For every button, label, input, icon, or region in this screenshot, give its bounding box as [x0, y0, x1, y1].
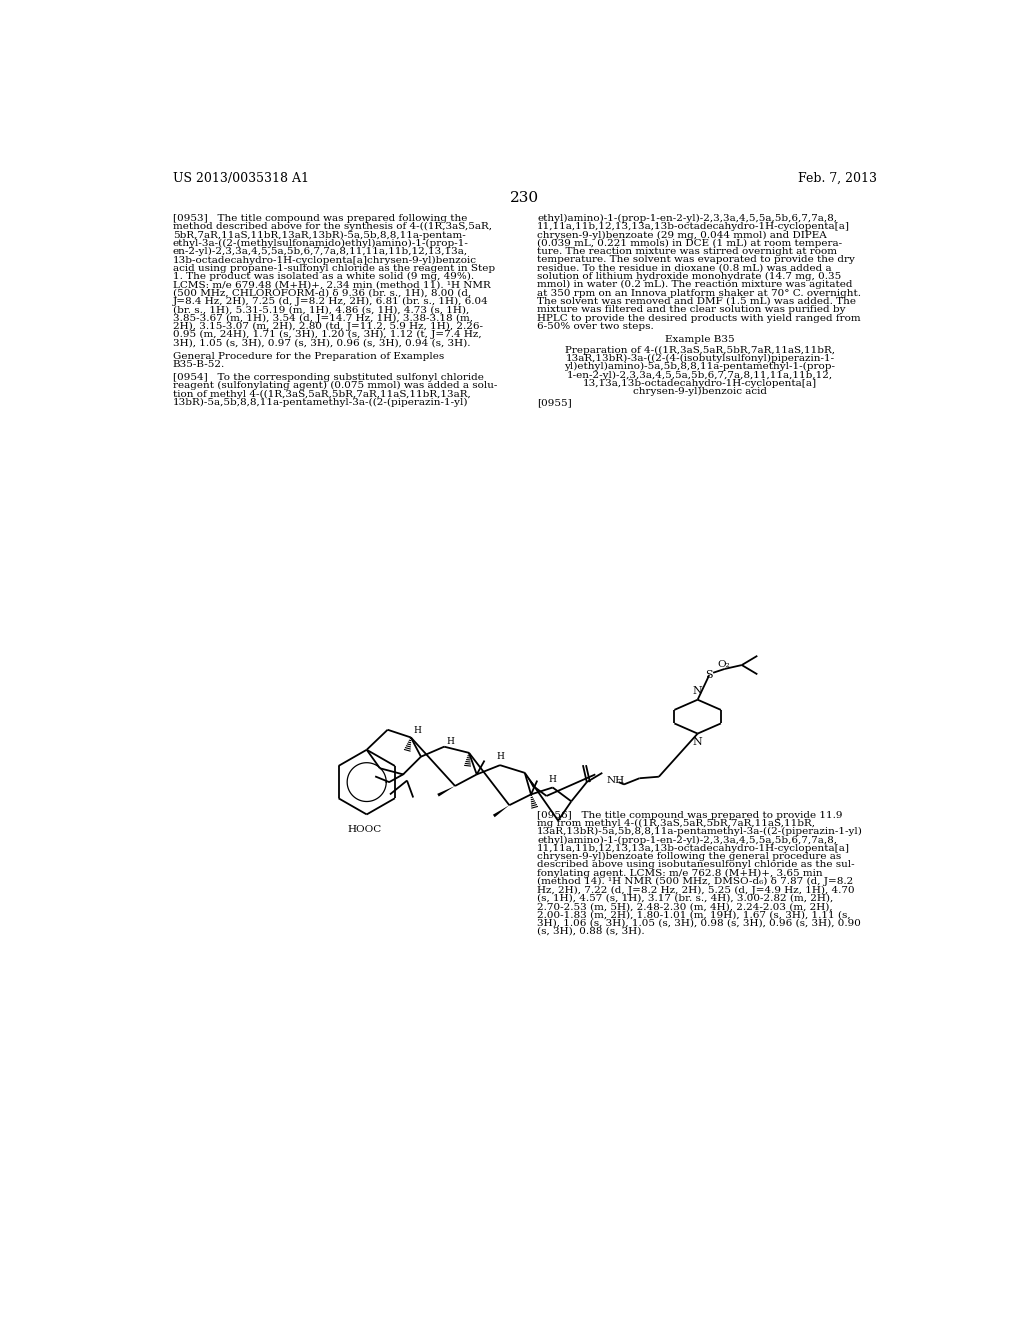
Text: N: N: [693, 738, 702, 747]
Text: 2.00-1.83 (m, 2H), 1.80-1.01 (m, 19H), 1.67 (s, 3H), 1.11 (s,: 2.00-1.83 (m, 2H), 1.80-1.01 (m, 19H), 1…: [538, 911, 851, 920]
Text: 1. The product was isolated as a white solid (9 mg, 49%).: 1. The product was isolated as a white s…: [173, 272, 474, 281]
Text: (br. s., 1H), 5.31-5.19 (m, 1H), 4.86 (s, 1H), 4.73 (s, 1H),: (br. s., 1H), 5.31-5.19 (m, 1H), 4.86 (s…: [173, 305, 469, 314]
Text: The solvent was removed and DMF (1.5 mL) was added. The: The solvent was removed and DMF (1.5 mL)…: [538, 297, 856, 306]
Text: [0954]   To the corresponding substituted sulfonyl chloride: [0954] To the corresponding substituted …: [173, 372, 483, 381]
Text: 0.95 (m, 24H), 1.71 (s, 3H), 1.20 (s, 3H), 1.12 (t, J=7.4 Hz,: 0.95 (m, 24H), 1.71 (s, 3H), 1.20 (s, 3H…: [173, 330, 481, 339]
Text: [0955]: [0955]: [538, 399, 572, 408]
Text: (500 MHz, CHLOROFORM-d) δ 9.36 (br. s., 1H), 8.00 (d,: (500 MHz, CHLOROFORM-d) δ 9.36 (br. s., …: [173, 289, 471, 298]
Text: 11,11a,11b,12,13,13a,13b-octadecahydro-1H-cyclopenta[a]: 11,11a,11b,12,13,13a,13b-octadecahydro-1…: [538, 843, 850, 853]
Text: 230: 230: [510, 191, 540, 205]
Text: ethyl-3a-((2-(methylsulfonamido)ethyl)amino)-1-(prop-1-: ethyl-3a-((2-(methylsulfonamido)ethyl)am…: [173, 239, 469, 248]
Text: Feb. 7, 2013: Feb. 7, 2013: [798, 173, 877, 185]
Text: (s, 1H), 4.57 (s, 1H), 3.17 (br. s., 4H), 3.00-2.82 (m, 2H),: (s, 1H), 4.57 (s, 1H), 3.17 (br. s., 4H)…: [538, 894, 834, 903]
Text: O₂: O₂: [717, 660, 730, 669]
Text: 5bR,7aR,11aS,11bR,13aR,13bR)-5a,5b,8,8,11a-pentam-: 5bR,7aR,11aS,11bR,13aR,13bR)-5a,5b,8,8,1…: [173, 231, 466, 240]
Text: 3.85-3.67 (m, 1H), 3.54 (d, J=14.7 Hz, 1H), 3.38-3.18 (m,: 3.85-3.67 (m, 1H), 3.54 (d, J=14.7 Hz, 1…: [173, 314, 473, 323]
Text: described above using isobutanesulfonyl chloride as the sul-: described above using isobutanesulfonyl …: [538, 861, 855, 870]
Text: ture. The reaction mixture was stirred overnight at room: ture. The reaction mixture was stirred o…: [538, 247, 838, 256]
Polygon shape: [493, 805, 509, 817]
Text: 3H), 1.06 (s, 3H), 1.05 (s, 3H), 0.98 (s, 3H), 0.96 (s, 3H), 0.90: 3H), 1.06 (s, 3H), 1.05 (s, 3H), 0.98 (s…: [538, 919, 861, 928]
Text: reagent (sulfonylating agent) (0.075 mmol) was added a solu-: reagent (sulfonylating agent) (0.075 mmo…: [173, 381, 498, 391]
Text: chrysen-9-yl)benzoate (29 mg, 0.044 mmol) and DIPEA: chrysen-9-yl)benzoate (29 mg, 0.044 mmol…: [538, 231, 827, 240]
Text: 2H), 3.15-3.07 (m, 2H), 2.80 (td, J=11.2, 5.9 Hz, 1H), 2.26-: 2H), 3.15-3.07 (m, 2H), 2.80 (td, J=11.2…: [173, 322, 483, 331]
Text: HOOC: HOOC: [347, 825, 382, 834]
Text: fonylating agent. LCMS: m/e 762.8 (M+H)+, 3.65 min: fonylating agent. LCMS: m/e 762.8 (M+H)+…: [538, 869, 823, 878]
Text: residue. To the residue in dioxane (0.8 mL) was added a: residue. To the residue in dioxane (0.8 …: [538, 264, 831, 273]
Text: mixture was filtered and the clear solution was purified by: mixture was filtered and the clear solut…: [538, 305, 846, 314]
Text: General Procedure for the Preparation of Examples: General Procedure for the Preparation of…: [173, 351, 444, 360]
Text: 13bR)-5a,5b,8,8,11a-pentamethyl-3a-((2-(piperazin-1-yl): 13bR)-5a,5b,8,8,11a-pentamethyl-3a-((2-(…: [173, 397, 468, 407]
Text: ethyl)amino)-1-(prop-1-en-2-yl)-2,3,3a,4,5,5a,5b,6,7,7a,8,: ethyl)amino)-1-(prop-1-en-2-yl)-2,3,3a,4…: [538, 214, 838, 223]
Text: J=8.4 Hz, 2H), 7.25 (d, J=8.2 Hz, 2H), 6.81 (br. s., 1H), 6.04: J=8.4 Hz, 2H), 7.25 (d, J=8.2 Hz, 2H), 6…: [173, 297, 488, 306]
Text: at 350 rpm on an Innova platform shaker at 70° C. overnight.: at 350 rpm on an Innova platform shaker …: [538, 289, 861, 298]
Text: (method 14). ¹H NMR (500 MHz, DMSO-d₆) δ 7.87 (d, J=8.2: (method 14). ¹H NMR (500 MHz, DMSO-d₆) δ…: [538, 876, 853, 886]
Text: US 2013/0035318 A1: US 2013/0035318 A1: [173, 173, 309, 185]
Text: HPLC to provide the desired products with yield ranged from: HPLC to provide the desired products wit…: [538, 314, 861, 322]
Text: mmol) in water (0.2 mL). The reaction mixture was agitated: mmol) in water (0.2 mL). The reaction mi…: [538, 280, 853, 289]
Text: Hz, 2H), 7.22 (d, J=8.2 Hz, 2H), 5.25 (d, J=4.9 Hz, 1H), 4.70: Hz, 2H), 7.22 (d, J=8.2 Hz, 2H), 5.25 (d…: [538, 886, 855, 895]
Text: [0956]   The title compound was prepared to provide 11.9: [0956] The title compound was prepared t…: [538, 810, 843, 820]
Text: solution of lithium hydroxide monohydrate (14.7 mg, 0.35: solution of lithium hydroxide monohydrat…: [538, 272, 842, 281]
Text: H: H: [446, 737, 455, 746]
Text: H: H: [549, 775, 557, 784]
Text: S: S: [706, 671, 713, 680]
Text: acid using propane-1-sulfonyl chloride as the reagent in Step: acid using propane-1-sulfonyl chloride a…: [173, 264, 495, 273]
Text: [0953]   The title compound was prepared following the: [0953] The title compound was prepared f…: [173, 214, 467, 223]
Text: chrysen-9-yl)benzoate following the general procedure as: chrysen-9-yl)benzoate following the gene…: [538, 853, 842, 861]
Text: yl)ethyl)amino)-5a,5b,8,8,11a-pentamethyl-1-(prop-: yl)ethyl)amino)-5a,5b,8,8,11a-pentamethy…: [564, 362, 836, 371]
Text: 6-50% over two steps.: 6-50% over two steps.: [538, 322, 654, 331]
Text: 3H), 1.05 (s, 3H), 0.97 (s, 3H), 0.96 (s, 3H), 0.94 (s, 3H).: 3H), 1.05 (s, 3H), 0.97 (s, 3H), 0.96 (s…: [173, 338, 470, 347]
Text: H: H: [496, 752, 504, 762]
Text: B35-B-52.: B35-B-52.: [173, 360, 225, 368]
Text: NH: NH: [607, 776, 625, 785]
Text: LCMS: m/e 679.48 (M+H)+, 2.34 min (method 11). ¹H NMR: LCMS: m/e 679.48 (M+H)+, 2.34 min (metho…: [173, 280, 490, 289]
Text: tion of methyl 4-((1R,3aS,5aR,5bR,7aR,11aS,11bR,13aR,: tion of methyl 4-((1R,3aS,5aR,5bR,7aR,11…: [173, 389, 471, 399]
Text: 13aR,13bR)-3a-((2-(4-(isobutylsulfonyl)piperazin-1-: 13aR,13bR)-3a-((2-(4-(isobutylsulfonyl)p…: [565, 354, 835, 363]
Text: temperature. The solvent was evaporated to provide the dry: temperature. The solvent was evaporated …: [538, 255, 855, 264]
Text: (0.039 mL, 0.221 mmols) in DCE (1 mL) at room tempera-: (0.039 mL, 0.221 mmols) in DCE (1 mL) at…: [538, 239, 843, 248]
Text: ethyl)amino)-1-(prop-1-en-2-yl)-2,3,3a,4,5,5a,5b,6,7,7a,8,: ethyl)amino)-1-(prop-1-en-2-yl)-2,3,3a,4…: [538, 836, 838, 845]
Text: 1-en-2-yl)-2,3,3a,4,5,5a,5b,6,7,7a,8,11,11a,11b,12,: 1-en-2-yl)-2,3,3a,4,5,5a,5b,6,7,7a,8,11,…: [567, 371, 833, 380]
Text: Preparation of 4-((1R,3aS,5aR,5bR,7aR,11aS,11bR,: Preparation of 4-((1R,3aS,5aR,5bR,7aR,11…: [565, 346, 835, 355]
Text: 13,13a,13b-octadecahydro-1H-cyclopenta[a]: 13,13a,13b-octadecahydro-1H-cyclopenta[a…: [583, 379, 817, 388]
Text: method described above for the synthesis of 4-((1R,3aS,5aR,: method described above for the synthesis…: [173, 222, 492, 231]
Text: 13aR,13bR)-5a,5b,8,8,11a-pentamethyl-3a-((2-(piperazin-1-yl): 13aR,13bR)-5a,5b,8,8,11a-pentamethyl-3a-…: [538, 828, 863, 837]
Text: mg from methyl 4-((1R,3aS,5aR,5bR,7aR,11aS,11bR,: mg from methyl 4-((1R,3aS,5aR,5bR,7aR,11…: [538, 818, 815, 828]
Polygon shape: [437, 785, 455, 796]
Text: (s, 3H), 0.88 (s, 3H).: (s, 3H), 0.88 (s, 3H).: [538, 927, 645, 936]
Text: N: N: [693, 686, 702, 696]
Text: 11,11a,11b,12,13,13a,13b-octadecahydro-1H-cyclopenta[a]: 11,11a,11b,12,13,13a,13b-octadecahydro-1…: [538, 222, 850, 231]
Text: 2.70-2.53 (m, 5H), 2.48-2.30 (m, 4H), 2.24-2.03 (m, 2H),: 2.70-2.53 (m, 5H), 2.48-2.30 (m, 4H), 2.…: [538, 902, 833, 911]
Text: 13b-octadecahydro-1H-cyclopenta[a]chrysen-9-yl)benzoic: 13b-octadecahydro-1H-cyclopenta[a]chryse…: [173, 255, 477, 264]
Text: en-2-yl)-2,3,3a,4,5,5a,5b,6,7,7a,8,11,11a,11b,12,13,13a,: en-2-yl)-2,3,3a,4,5,5a,5b,6,7,7a,8,11,11…: [173, 247, 468, 256]
Text: H: H: [414, 726, 421, 735]
Polygon shape: [524, 774, 536, 788]
Text: chrysen-9-yl)benzoic acid: chrysen-9-yl)benzoic acid: [633, 387, 767, 396]
Text: Example B35: Example B35: [666, 335, 735, 345]
